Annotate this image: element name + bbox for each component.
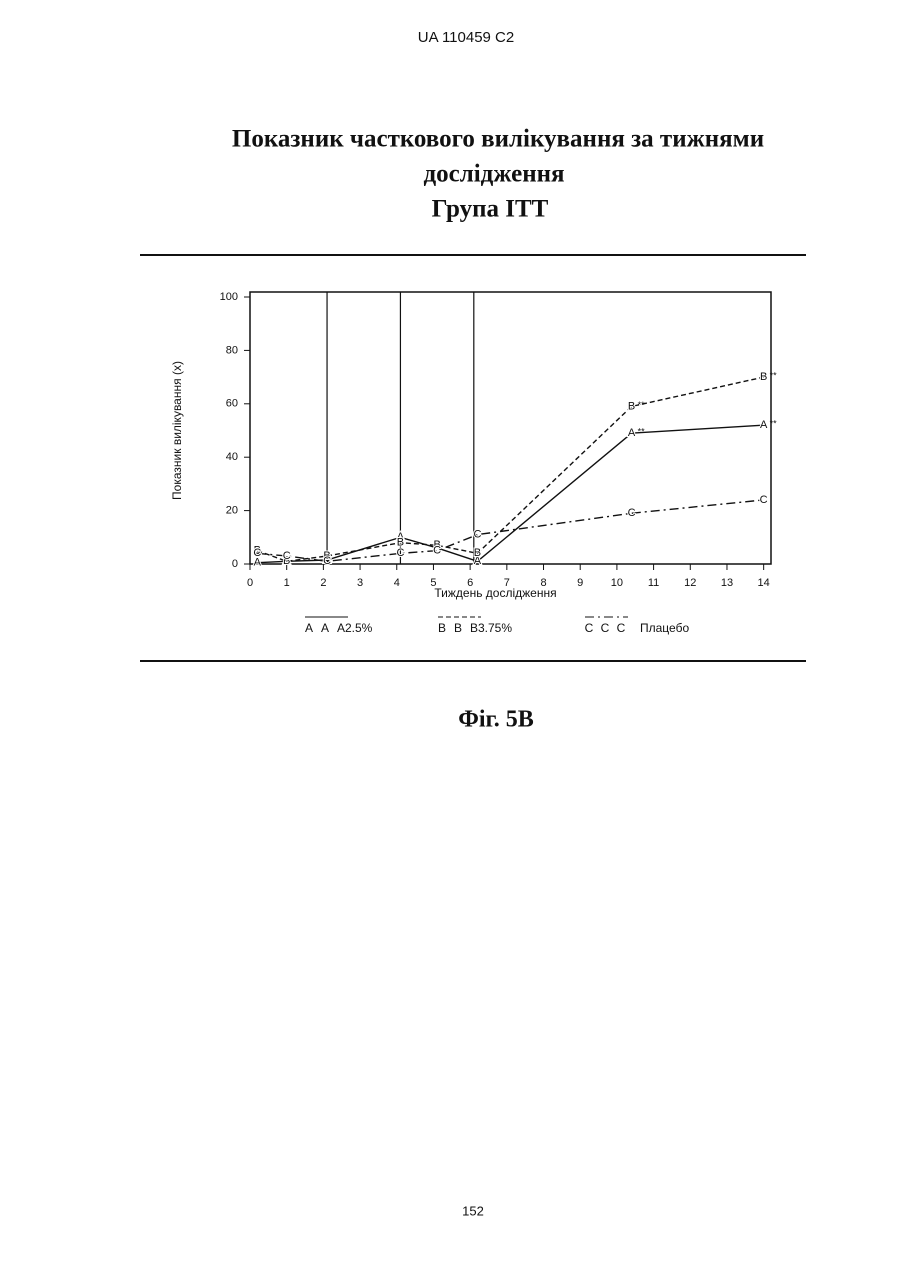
y-tick-label: 0 [232,558,238,570]
x-axis-label: Тиждень дослідження [434,586,556,600]
legend-marker: B [438,621,446,635]
legend-marker: C [617,621,626,635]
y-tick-label: 80 [226,344,238,356]
y-tick-label: 100 [220,291,238,303]
point-note: ** [638,400,646,410]
series-line [257,500,763,561]
series-line [257,425,763,563]
caption: Фіг. 5B [458,707,533,733]
point-letter: C [474,529,482,541]
legend-label: 2.5% [345,621,373,635]
title-line: дослідження [423,161,564,188]
x-tick-label: 0 [247,577,253,589]
x-tick-label: 3 [357,577,363,589]
y-tick-label: 60 [226,398,238,410]
point-letter: C [396,547,404,559]
page-number: 152 [462,1203,484,1218]
point-note: ** [770,370,778,380]
legend-marker: A [337,621,345,635]
legend-label: Плацебо [640,621,689,635]
x-tick-label: 1 [284,577,290,589]
point-letter: C [323,555,331,567]
point-note: ** [770,419,778,429]
header: UA 110459 C2 [418,29,514,46]
x-tick-label: 4 [394,577,400,589]
x-tick-label: 14 [758,577,770,589]
point-letter: C [628,507,636,519]
point-letter: A [760,419,768,431]
x-tick-label: 11 [648,577,659,589]
point-letter: C [760,494,768,506]
x-tick-label: 12 [684,577,696,589]
point-letter: C [253,547,261,559]
legend-label: 3.75% [478,621,512,635]
x-tick-label: 13 [721,577,733,589]
point-letter: B [628,400,635,412]
y-tick-label: 20 [226,505,238,517]
legend-marker: A [321,621,329,635]
point-letter: C [283,550,291,562]
legend-marker: C [601,621,610,635]
point-note: ** [638,427,646,437]
title-line: Група ITT [432,196,549,223]
x-tick-label: 10 [611,577,623,589]
legend-marker: C [585,621,594,635]
legend-marker: B [470,621,478,635]
point-letter: B [760,371,767,383]
x-tick-label: 2 [320,577,326,589]
legend-marker: B [454,621,462,635]
legend-marker: A [305,621,313,635]
title-line: Показник часткового вилікування за тижня… [232,126,764,153]
point-letter: C [433,545,441,557]
x-tick-label: 9 [577,577,583,589]
y-tick-label: 40 [226,451,238,463]
y-axis-label: Показник вилікування (x) [170,361,184,500]
page: UA 110459 C2 Показник часткового вилікув… [0,0,901,1273]
point-letter: B [474,547,481,559]
point-letter: A [628,427,636,439]
plot-frame [250,292,771,564]
